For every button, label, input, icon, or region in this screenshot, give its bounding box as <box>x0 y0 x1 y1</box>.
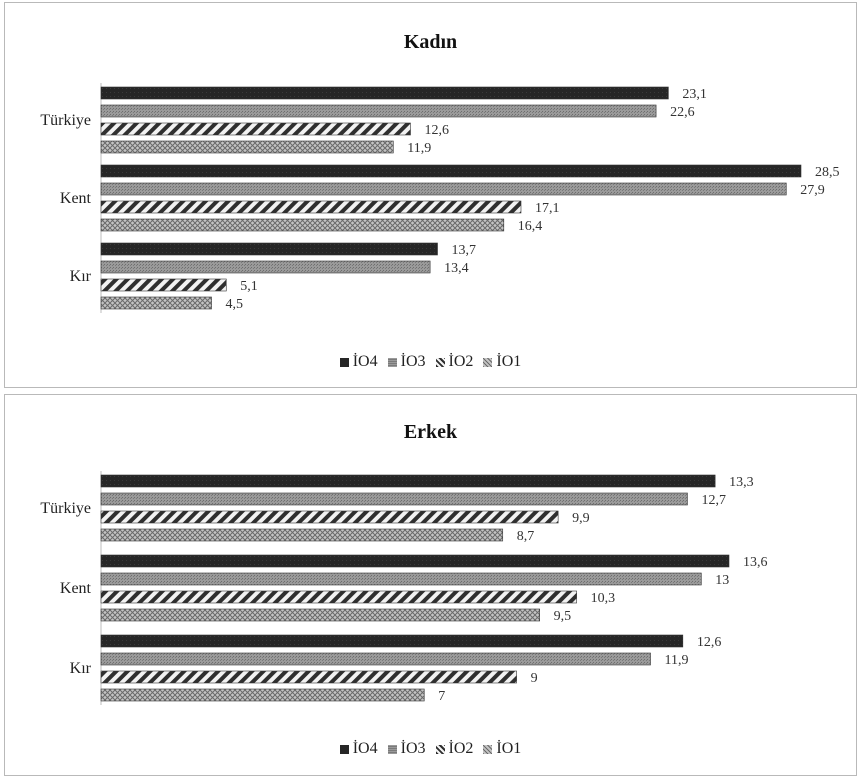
data-label: 17,1 <box>535 201 560 216</box>
legend-label: İO2 <box>448 740 474 757</box>
legend-swatch <box>339 744 349 754</box>
category-label: Kır <box>70 660 92 677</box>
legend-item: İO4 <box>339 353 378 371</box>
legend-label: İO2 <box>448 353 474 370</box>
category-label: Türkiye <box>40 500 91 517</box>
bar <box>100 260 431 274</box>
category-label: Kent <box>60 190 92 207</box>
data-label: 28,5 <box>815 165 840 180</box>
legend-item: İO1 <box>483 353 521 371</box>
chart-title: Erkek <box>403 421 458 443</box>
legend-label: İO4 <box>352 740 378 757</box>
legend-label: İO1 <box>496 353 522 370</box>
legend-item: İO3 <box>387 740 426 758</box>
bar <box>100 572 702 586</box>
data-label: 9,5 <box>554 609 572 624</box>
legend-swatch <box>483 357 493 367</box>
category-label: Kent <box>60 580 92 597</box>
data-label: 27,9 <box>800 183 825 198</box>
chart-panel-kadin: Kadın Türkiye 23,1 22,6 12,6 11,9 Kent 28,5 27,… <box>4 2 857 388</box>
bar <box>100 634 684 648</box>
legend-swatch <box>387 744 397 754</box>
bar <box>100 140 394 154</box>
data-label: 11,9 <box>665 653 689 668</box>
legend-item: İO3 <box>387 353 426 371</box>
bar <box>100 104 657 118</box>
category-label: Kır <box>70 268 92 285</box>
category-label: Türkiye <box>40 112 91 129</box>
bar <box>100 296 212 310</box>
legend-swatch <box>435 744 445 754</box>
bar <box>100 86 669 100</box>
data-label: 12,6 <box>424 123 449 138</box>
data-label: 9 <box>531 671 538 686</box>
bar <box>100 492 688 506</box>
data-label: 10,3 <box>591 591 616 606</box>
legend-item: İO4 <box>339 740 378 758</box>
bar-chart-erkek: Türkiye 13,312,7 9,9 8,7 Kent 13,6 13 10,3 9,5 Kı… <box>40 471 768 705</box>
chart-panel-erkek: Erkek Türkiye 13,3 12,7 9,9 8,7 Kent 13,6 13 10,… <box>4 394 857 776</box>
data-label: 4,5 <box>226 297 244 312</box>
legend-label: İO4 <box>352 353 378 370</box>
bar-chart-kadin: Türkiye 23,1 22,6 12,6 11,9 Kent 28,5 27,9 17,1 1… <box>40 83 840 313</box>
chart-title: Kadın <box>403 31 458 53</box>
legend-item: İO1 <box>483 740 521 758</box>
data-label: 12,6 <box>697 635 722 650</box>
data-label: 13 <box>715 573 729 588</box>
legend-label: İO3 <box>400 740 426 757</box>
data-label: 7 <box>438 689 445 704</box>
data-label: 8,7 <box>517 529 535 544</box>
data-label: 13,4 <box>444 261 469 276</box>
bar <box>100 200 522 214</box>
bar <box>100 554 730 568</box>
bar <box>100 688 425 702</box>
bar <box>100 242 438 256</box>
data-label: 13,3 <box>729 475 754 490</box>
bar <box>100 590 577 604</box>
bar <box>100 278 227 292</box>
data-label: 5,1 <box>240 279 258 294</box>
bar <box>100 608 540 622</box>
chart-legend: İO4 İO3 İO2 İO1 <box>5 740 856 758</box>
bar <box>100 182 787 196</box>
data-label: 11,9 <box>407 141 431 156</box>
bar <box>100 528 504 542</box>
legend-label: İO3 <box>400 353 426 370</box>
bar <box>100 474 716 488</box>
legend-swatch <box>387 357 397 367</box>
data-label: 13,7 <box>451 243 476 258</box>
data-label: 22,6 <box>670 105 695 120</box>
bar <box>100 670 517 684</box>
bar <box>100 122 411 136</box>
data-label: 23,1 <box>682 87 707 102</box>
bar <box>100 218 505 232</box>
legend-item: İO2 <box>435 740 474 758</box>
bar <box>100 652 651 666</box>
bar <box>100 510 559 524</box>
data-label: 13,6 <box>743 555 768 570</box>
data-label: 9,9 <box>572 511 590 526</box>
chart-legend: İO4 İO3 İO2 İO1 <box>5 353 856 371</box>
data-label: 16,4 <box>518 219 543 234</box>
legend-label: İO1 <box>496 740 522 757</box>
legend-swatch <box>435 357 445 367</box>
legend-swatch <box>339 357 349 367</box>
legend-swatch <box>483 744 493 754</box>
legend-item: İO2 <box>435 353 474 371</box>
data-label: 12,7 <box>701 493 726 508</box>
bar <box>100 164 802 178</box>
